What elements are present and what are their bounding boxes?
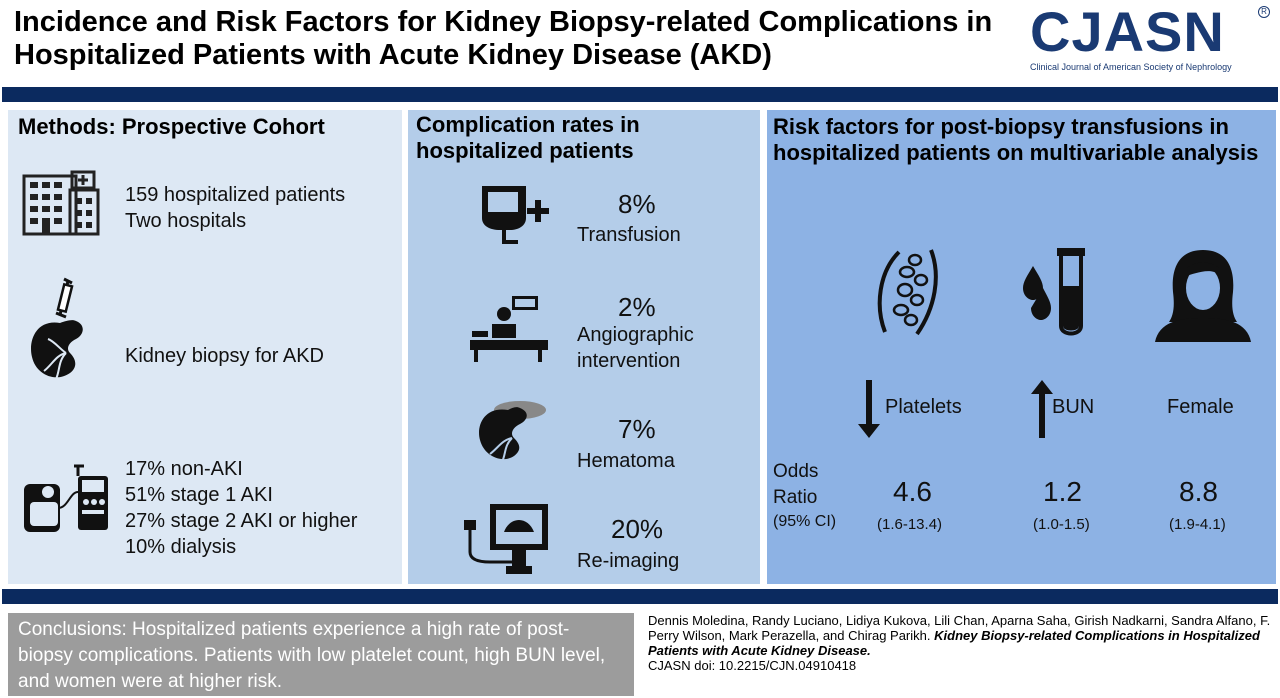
transfusion-percent: 8% xyxy=(618,189,656,219)
methods-panel: Methods: Prospective Cohort 159 hospital… xyxy=(8,110,402,584)
rates-heading: Complication rates in hospitalized patie… xyxy=(416,112,640,163)
risk-factors-panel: Risk factors for post-biopsy transfusion… xyxy=(767,110,1276,584)
conclusion-box: Conclusions: Hospitalized patients exper… xyxy=(8,613,634,696)
patients-count: 159 hospitalized patients xyxy=(125,184,346,206)
kidney-hematoma-icon xyxy=(474,400,550,466)
hospitals-count: Two hospitals xyxy=(125,210,247,232)
ci-bun: (1.0-1.5) xyxy=(1033,516,1090,533)
or-female: 8.8 xyxy=(1179,476,1218,507)
citation-block: Dennis Moledina, Randy Luciano, Lidiya K… xyxy=(648,613,1273,673)
female-icon xyxy=(1155,246,1251,342)
biopsy-label: Kidney biopsy for AKD xyxy=(125,345,324,367)
stage-non-aki: 17% non-AKI xyxy=(125,458,243,480)
hospital-icon xyxy=(22,170,102,238)
ci-label: (95% CI) xyxy=(773,513,837,530)
arrow-up-icon xyxy=(1031,380,1053,438)
blood-tube-icon xyxy=(1023,246,1087,342)
logo-wordmark: CJASN xyxy=(1030,0,1225,63)
ultrasound-icon xyxy=(460,502,550,576)
platelets-icon xyxy=(871,246,945,338)
angiographic-label: Angiographic intervention xyxy=(577,324,694,372)
stage-1-aki: 51% stage 1 AKI xyxy=(125,484,273,506)
ci-platelets: (1.6-13.4) xyxy=(877,516,943,533)
complication-rates-panel: Complication rates in hospitalized patie… xyxy=(408,110,760,584)
page-title: Incidence and Risk Factors for Kidney Bi… xyxy=(14,6,993,71)
hematoma-label: Hematoma xyxy=(577,450,675,472)
arrow-down-icon xyxy=(858,380,880,438)
dialysis-share: 10% dialysis xyxy=(125,536,237,558)
or-platelets: 4.6 xyxy=(893,476,932,507)
reimaging-percent: 20% xyxy=(611,514,664,544)
citation-authors: Dennis Moledina, Randy Luciano, Lidiya K… xyxy=(648,613,1271,643)
kidney-biopsy-icon xyxy=(26,275,98,387)
transfusion-label: Transfusion xyxy=(577,224,681,246)
top-divider-band xyxy=(2,87,1278,102)
methods-heading: Methods: Prospective Cohort xyxy=(18,114,325,139)
logo-subtitle: Clinical Journal of American Society of … xyxy=(1030,62,1232,72)
risk-heading: Risk factors for post-biopsy transfusion… xyxy=(773,114,1259,165)
registered-mark: R xyxy=(1258,6,1270,18)
odds-label: Odds xyxy=(773,461,819,482)
factor-bun: BUN xyxy=(1052,396,1095,418)
factor-platelets: Platelets xyxy=(885,396,962,418)
hematoma-percent: 7% xyxy=(618,414,656,444)
angiographic-percent: 2% xyxy=(618,292,656,322)
dialysis-chair-icon xyxy=(22,462,114,534)
ratio-label: Ratio xyxy=(773,487,818,508)
reimaging-label: Re-imaging xyxy=(577,550,680,572)
stage-2-aki: 27% stage 2 AKI or higher xyxy=(125,510,358,532)
citation-article-title: Kidney Biopsy-related Complications in H… xyxy=(648,628,1260,658)
bottom-divider-band xyxy=(2,589,1278,604)
angiography-icon xyxy=(468,294,550,364)
ci-female: (1.9-4.1) xyxy=(1169,516,1226,533)
factor-female: Female xyxy=(1167,396,1234,418)
cjasn-logo: CJASN R Clinical Journal of American Soc… xyxy=(1030,4,1270,74)
or-bun: 1.2 xyxy=(1043,476,1082,507)
blood-bag-icon xyxy=(478,182,550,246)
citation-doi: CJASN doi: 10.2215/CJN.04910418 xyxy=(648,658,857,673)
